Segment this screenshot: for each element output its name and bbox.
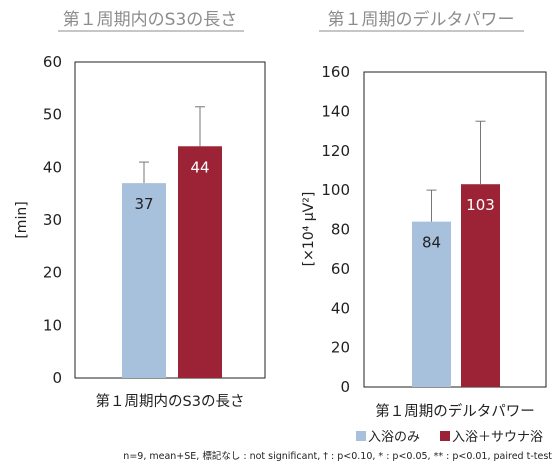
y-axis-label: [min]	[14, 201, 30, 238]
y-axis-label: [×10⁴ μV²]	[301, 192, 317, 267]
legend-swatch-bath-sauna	[440, 431, 450, 441]
plot-frame	[363, 71, 547, 388]
y-axis-ticks: 0 10 20 30 40 50 60	[43, 53, 62, 387]
y-tick-label: 20	[331, 339, 350, 357]
footnote: n=9, mean+SE, 標記なし : not significant, † …	[123, 450, 552, 462]
bar	[178, 146, 222, 378]
y-tick-label: 40	[331, 299, 350, 317]
legend-label-bath-sauna: 入浴＋サウナ浴	[452, 430, 543, 445]
chart-delta-power: 第１周期のデルタパワー 0 20 40 60 80 100 120 140 160 [×10⁴ …	[301, 9, 547, 420]
chart-title: 第１周期のデルタパワー	[328, 9, 515, 30]
y-tick-label: 0	[52, 369, 62, 387]
y-tick-label: 20	[43, 264, 62, 282]
y-tick-label: 80	[331, 221, 350, 239]
data-label: 44	[190, 158, 209, 176]
bar-series: 84 103	[412, 120, 500, 387]
data-label: 103	[466, 196, 495, 214]
y-tick-label: 30	[43, 211, 62, 229]
y-tick-label: 60	[43, 53, 62, 71]
legend-swatch-bath-only	[356, 431, 366, 441]
chart-title: 第１周期内のS3の長さ	[63, 10, 238, 30]
plot-frame	[74, 61, 266, 379]
y-tick-label: 40	[43, 158, 62, 176]
bar	[122, 183, 166, 378]
y-tick-label: 0	[340, 378, 350, 396]
y-tick-label: 160	[321, 63, 350, 81]
legend-label-bath-only: 入浴のみ	[368, 430, 420, 445]
y-tick-label: 10	[43, 316, 62, 334]
y-tick-label: 140	[321, 102, 350, 120]
bar-series: 37 44	[122, 106, 222, 378]
bar	[412, 221, 451, 387]
legend: 入浴のみ 入浴＋サウナ浴	[356, 430, 543, 445]
y-tick-label: 100	[321, 181, 350, 199]
data-label: 84	[422, 234, 441, 252]
category-label: 第１周期のデルタパワー	[375, 402, 535, 420]
y-tick-label: 120	[321, 142, 350, 160]
y-axis-ticks: 0 20 40 60 80 100 120 140 160	[321, 63, 350, 396]
y-tick-label: 50	[43, 106, 62, 124]
y-tick-label: 60	[331, 260, 350, 278]
category-label: 第１周期内のS3の長さ	[96, 392, 245, 410]
chart-s3-length: 第１周期内のS3の長さ 0 10 20 30 40 50 60 [min] 37 44 第１周…	[14, 10, 266, 410]
data-label: 37	[134, 195, 153, 213]
bar	[461, 184, 500, 387]
